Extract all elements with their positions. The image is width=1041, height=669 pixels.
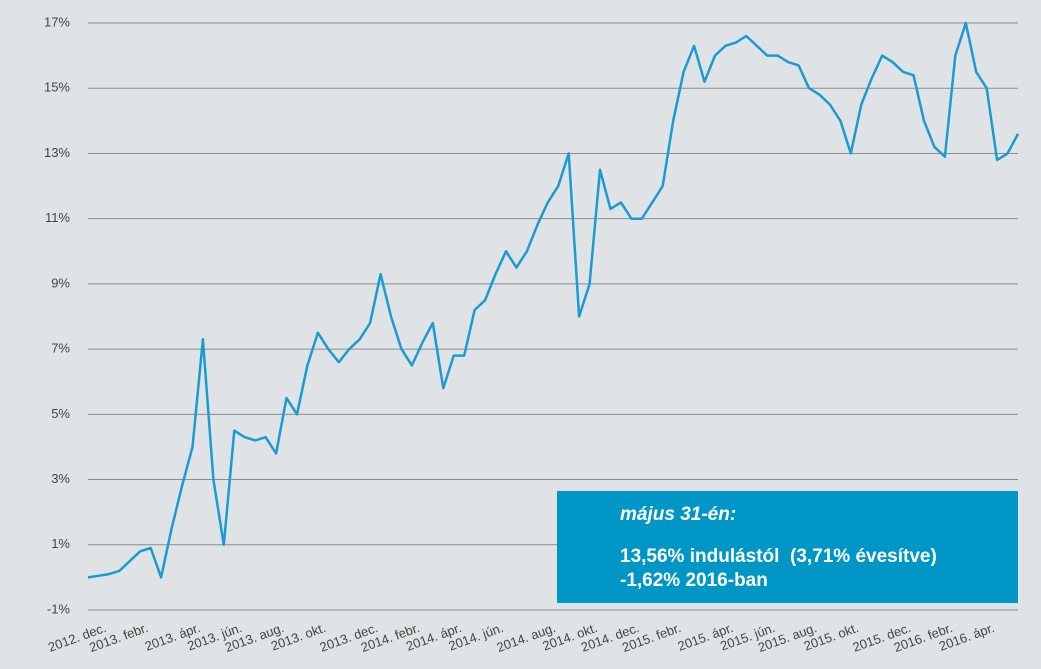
annotation-line: -1,62% 2016-ban xyxy=(620,570,768,591)
data-line xyxy=(87,21,1020,579)
y-tick-label: 9% xyxy=(51,275,70,290)
y-tick-label: 11% xyxy=(45,210,70,225)
y-tick-label: 5% xyxy=(51,406,70,421)
y-tick-label: -1% xyxy=(47,601,71,616)
y-tick-label: 17% xyxy=(44,14,70,29)
y-tick-label: 1% xyxy=(51,536,70,551)
y-tick-label: 15% xyxy=(44,80,70,95)
y-tick-label: 13% xyxy=(44,145,70,160)
annotation-line: 13,56% indulástól (3,71% évesítve) xyxy=(620,546,937,567)
annotation-title: május 31-én: xyxy=(620,504,736,525)
y-tick-label: 3% xyxy=(51,471,70,486)
annotation-box xyxy=(557,491,1018,603)
y-tick-label: 7% xyxy=(51,341,70,356)
